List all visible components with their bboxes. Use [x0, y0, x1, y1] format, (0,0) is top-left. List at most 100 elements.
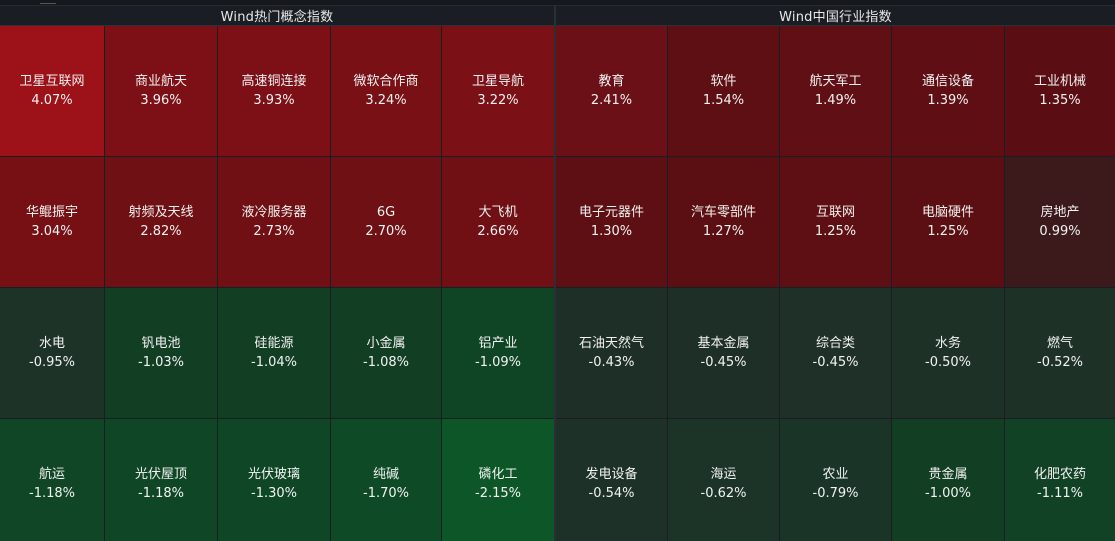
tile-change: 1.30% [590, 224, 633, 239]
tile-change: -1.08% [363, 355, 409, 370]
tile-change: -0.95% [29, 355, 75, 370]
industry-tile[interactable]: 汽车零部件 1.27% [668, 157, 779, 287]
tile-name: 华鲲振宇 [25, 205, 78, 220]
industry-tile[interactable]: 贵金属 -1.00% [892, 419, 1004, 541]
industry-tile[interactable]: 海运 -0.62% [668, 419, 779, 541]
tile-change: 1.25% [927, 224, 969, 239]
concept-tile[interactable]: 光伏屋顶 -1.18% [105, 419, 217, 541]
tile-change: 0.99% [1039, 224, 1081, 239]
tile-name: 水务 [934, 336, 961, 351]
top-bar-handle [40, 0, 56, 4]
tile-name: 光伏玻璃 [247, 467, 300, 482]
tile-name: 互联网 [815, 205, 855, 220]
tile-change: 2.73% [253, 224, 295, 239]
tile-name: 高速铜连接 [241, 74, 307, 89]
concept-tile[interactable]: 硅能源 -1.04% [218, 288, 330, 418]
tile-name: 综合类 [815, 336, 855, 351]
industry-tile[interactable]: 软件 1.54% [668, 26, 779, 156]
concept-tile[interactable]: 小金属 -1.08% [331, 288, 441, 418]
tile-name: 贵金属 [928, 467, 968, 482]
tile-name: 商业航天 [134, 74, 187, 89]
tile-name: 大飞机 [478, 205, 518, 220]
industry-tile[interactable]: 通信设备 1.39% [892, 26, 1004, 156]
concept-tile[interactable]: 商业航天 3.96% [105, 26, 217, 156]
tile-change: -2.15% [475, 486, 521, 501]
tile-name: 石油天然气 [578, 336, 644, 351]
concept-tile[interactable]: 钒电池 -1.03% [105, 288, 217, 418]
concept-tile[interactable]: 铝产业 -1.09% [442, 288, 554, 418]
tile-name: 微软合作商 [353, 74, 419, 89]
tile-change: 1.35% [1039, 93, 1081, 108]
concept-tile[interactable]: 射频及天线 2.82% [105, 157, 217, 287]
tile-change: -0.54% [588, 486, 635, 501]
tile-change: 2.66% [477, 224, 519, 239]
tile-change: -0.62% [700, 486, 747, 501]
tile-change: -1.00% [925, 486, 971, 501]
industry-tile[interactable]: 工业机械 1.35% [1005, 26, 1115, 156]
industry-tile[interactable]: 综合类 -0.45% [780, 288, 891, 418]
tile-name: 房地产 [1040, 205, 1080, 220]
tile-name: 卫星互联网 [19, 74, 85, 89]
tile-name: 汽车零部件 [690, 205, 756, 220]
tile-name: 钒电池 [141, 336, 181, 351]
concept-tile[interactable]: 卫星导航 3.22% [442, 26, 554, 156]
industry-tile[interactable]: 基本金属 -0.45% [668, 288, 779, 418]
concept-panel-title: Wind热门概念指数 [0, 6, 554, 26]
industry-tile[interactable]: 石油天然气 -0.43% [556, 288, 667, 418]
concept-index-panel: Wind热门概念指数 卫星互联网 4.07% 商业航天 3.96% 高速铜连接 3.9… [0, 6, 554, 541]
tile-change: 2.41% [590, 93, 633, 108]
tile-name: 液冷服务器 [241, 205, 307, 220]
concept-tile[interactable]: 卫星互联网 4.07% [0, 26, 104, 156]
tile-name: 教育 [598, 74, 625, 89]
industry-tile[interactable]: 燃气 -0.52% [1005, 288, 1115, 418]
concept-tile[interactable]: 磷化工 -2.15% [442, 419, 554, 541]
concept-tile[interactable]: 微软合作商 3.24% [331, 26, 441, 156]
tile-change: 3.22% [477, 93, 519, 108]
industry-tile[interactable]: 教育 2.41% [556, 26, 667, 156]
tile-name: 电脑硬件 [921, 205, 974, 220]
tile-change: 1.49% [814, 93, 857, 108]
tile-change: -1.03% [138, 355, 184, 370]
concept-tile[interactable]: 纯碱 -1.70% [331, 419, 441, 541]
concept-tile[interactable]: 6G 2.70% [331, 157, 441, 287]
tile-name: 铝产业 [478, 336, 518, 351]
industry-tile[interactable]: 电脑硬件 1.25% [892, 157, 1004, 287]
tile-name: 航运 [38, 467, 65, 482]
tile-change: -1.30% [251, 486, 297, 501]
tile-name: 化肥农药 [1033, 467, 1086, 482]
industry-tile[interactable]: 农业 -0.79% [780, 419, 891, 541]
concept-tile[interactable]: 水电 -0.95% [0, 288, 104, 418]
industry-tile[interactable]: 航天军工 1.49% [780, 26, 891, 156]
tile-change: 1.39% [927, 93, 969, 108]
concept-tile[interactable]: 华鲲振宇 3.04% [0, 157, 104, 287]
tile-name: 卫星导航 [471, 74, 524, 89]
tile-name: 6G [376, 205, 396, 220]
tile-name: 射频及天线 [128, 205, 194, 220]
tile-name: 海运 [710, 467, 737, 482]
industry-tile[interactable]: 发电设备 -0.54% [556, 419, 667, 541]
concept-tile[interactable]: 高速铜连接 3.93% [218, 26, 330, 156]
tile-name: 航天军工 [809, 74, 862, 89]
industry-tile[interactable]: 互联网 1.25% [780, 157, 891, 287]
industry-tile[interactable]: 房地产 0.99% [1005, 157, 1115, 287]
concept-tile[interactable]: 大飞机 2.66% [442, 157, 554, 287]
tile-change: -1.18% [138, 486, 184, 501]
tile-name: 通信设备 [921, 74, 974, 89]
industry-tile[interactable]: 化肥农药 -1.11% [1005, 419, 1115, 541]
concept-tile[interactable]: 航运 -1.18% [0, 419, 104, 541]
industry-tile[interactable]: 电子元器件 1.30% [556, 157, 667, 287]
tile-change: -1.09% [475, 355, 521, 370]
industry-heatmap-grid: 教育 2.41% 软件 1.54% 航天军工 1.49% 通信设备 1.39% 工业机械… [556, 26, 1115, 541]
tile-name: 软件 [710, 74, 737, 89]
tile-change: -0.52% [1037, 355, 1083, 370]
tile-change: 3.93% [253, 93, 295, 108]
tile-change: 3.24% [365, 93, 407, 108]
industry-tile[interactable]: 水务 -0.50% [892, 288, 1004, 418]
concept-heatmap-grid: 卫星互联网 4.07% 商业航天 3.96% 高速铜连接 3.93% 微软合作商 3.2… [0, 26, 554, 541]
concept-tile[interactable]: 液冷服务器 2.73% [218, 157, 330, 287]
tile-name: 燃气 [1046, 336, 1073, 351]
tile-change: -1.18% [29, 486, 75, 501]
tile-name: 电子元器件 [578, 205, 644, 220]
concept-tile[interactable]: 光伏玻璃 -1.30% [218, 419, 330, 541]
tile-name: 光伏屋顶 [134, 467, 187, 482]
